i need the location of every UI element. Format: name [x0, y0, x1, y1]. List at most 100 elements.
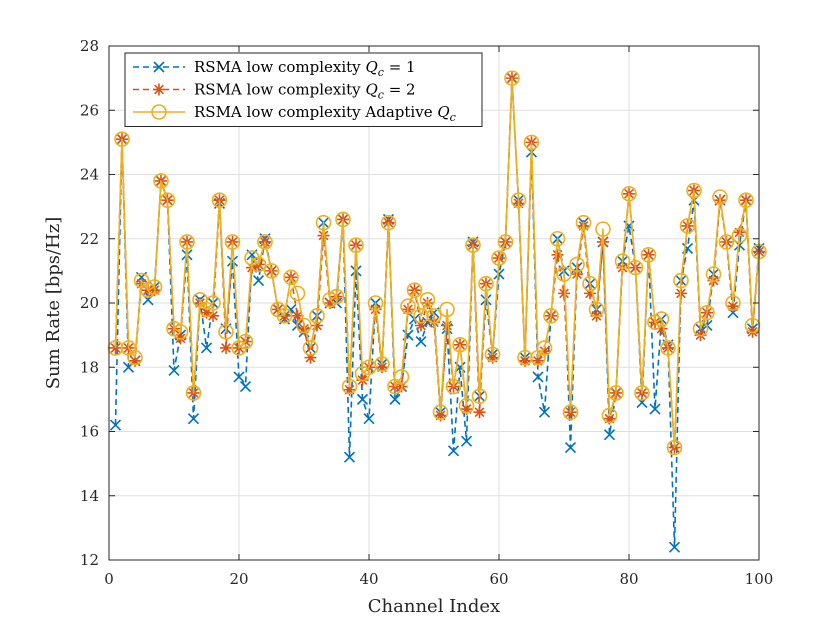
series-2-point — [298, 322, 310, 335]
series-3-point — [146, 279, 163, 295]
series-2-point — [207, 309, 219, 322]
series-2-point — [304, 351, 317, 364]
legend-label: RSMA low complexity Qc = 1 — [194, 58, 416, 79]
series-3-point — [224, 234, 241, 250]
series-1-point — [356, 393, 369, 405]
legend-entry-2: RSMA low complexity Qc = 2 — [133, 81, 416, 102]
series-3-point — [692, 320, 709, 337]
series-3-point — [341, 378, 358, 395]
series-2-point — [538, 345, 551, 358]
series-1-point — [447, 445, 460, 457]
series-3-point — [263, 263, 280, 279]
series-2-point — [317, 229, 330, 242]
legend-label-sub: c — [450, 111, 456, 124]
series-3-point — [601, 407, 618, 424]
y-tick-label: 28 — [80, 37, 99, 55]
series-3-point — [283, 269, 299, 286]
x-tick-label: 0 — [104, 570, 114, 588]
series-3-point — [627, 259, 644, 276]
series-2-point — [532, 354, 544, 367]
series-1-point — [649, 403, 661, 415]
series-3-point — [731, 227, 748, 244]
series-1-point — [668, 541, 681, 553]
series-3-point — [439, 301, 455, 318]
series-1-point — [168, 364, 180, 377]
series-1-point — [252, 274, 265, 287]
series-3-point — [478, 275, 494, 292]
series-1-point — [200, 342, 213, 354]
legend-label-var: Q — [365, 81, 377, 99]
series-2-point — [558, 287, 570, 300]
series-3-point — [712, 189, 728, 205]
series-1-point — [109, 419, 122, 431]
series-3-point — [185, 385, 202, 401]
legend-marker — [151, 104, 167, 120]
x-tick-label: 40 — [359, 570, 378, 588]
y-tick-label: 18 — [80, 358, 99, 376]
series-3-point — [504, 70, 520, 86]
series-3-point — [523, 134, 540, 151]
legend-label-text: RSMA low complexity — [194, 58, 365, 76]
series-3-point — [725, 295, 741, 311]
series-2-point — [603, 412, 616, 425]
series-3-point — [426, 308, 442, 324]
series-2-point — [460, 403, 473, 416]
legend-label: RSMA low complexity Qc = 2 — [194, 81, 416, 102]
series-3-point — [465, 237, 481, 253]
series-3-point — [569, 256, 585, 273]
x-tick-label: 100 — [745, 570, 774, 588]
series-3-point — [289, 285, 306, 302]
series-3-point — [432, 404, 449, 421]
y-tick-label: 12 — [80, 551, 99, 569]
series-3-point — [114, 131, 130, 147]
series-3-point — [575, 214, 592, 231]
y-tick-label: 22 — [80, 230, 99, 248]
series-2-point — [441, 319, 453, 332]
series-3-point — [179, 234, 195, 250]
legend-label-tail: = 2 — [384, 81, 416, 99]
series-3-point — [679, 218, 696, 234]
series-1-point — [343, 451, 356, 463]
series-3-point — [738, 192, 754, 208]
series-3-point — [621, 185, 637, 202]
series-3-point — [549, 230, 566, 247]
series-3-point — [172, 324, 189, 340]
series-3-point — [315, 214, 332, 231]
series-3-point — [393, 369, 410, 385]
series-3-point — [484, 346, 501, 363]
series-3-point — [517, 349, 533, 366]
y-tick-label: 26 — [80, 101, 99, 119]
series-3-point — [666, 439, 683, 456]
series-3-point — [705, 266, 722, 282]
x-tick-label: 20 — [229, 570, 248, 588]
series-3-line — [114, 77, 760, 449]
series-3-point — [328, 288, 345, 305]
axis-ticks: 0 20 40 60 80 100 12 14 16 18 20 22 24 26 28 — [80, 37, 773, 588]
series-1-point — [233, 371, 245, 383]
series-1-point — [538, 406, 551, 418]
series-1-point — [460, 435, 473, 447]
series-1-point — [603, 429, 616, 441]
series-1-point — [415, 335, 427, 348]
series-1-point — [363, 413, 375, 425]
series-3-point — [413, 308, 429, 324]
y-tick-label: 14 — [80, 487, 99, 505]
series-3-point — [686, 182, 702, 199]
series-3-point — [562, 404, 579, 421]
legend-label-var: Q — [437, 103, 449, 121]
series-2-point — [434, 409, 447, 422]
series-1-point — [226, 255, 239, 267]
series-1-point — [564, 441, 577, 454]
legend-label-var: Q — [365, 58, 377, 76]
legend-label: RSMA low complexity Adaptive Qc — [194, 103, 456, 124]
series-2-point — [727, 300, 739, 313]
series-1-point — [350, 265, 362, 277]
series-3-point — [374, 356, 390, 372]
series-3-point — [127, 349, 143, 366]
y-tick-label: 24 — [80, 166, 99, 184]
legend-label-text: RSMA low complexity — [194, 81, 365, 99]
series-3-point — [588, 301, 605, 318]
series-3-point — [660, 340, 676, 356]
